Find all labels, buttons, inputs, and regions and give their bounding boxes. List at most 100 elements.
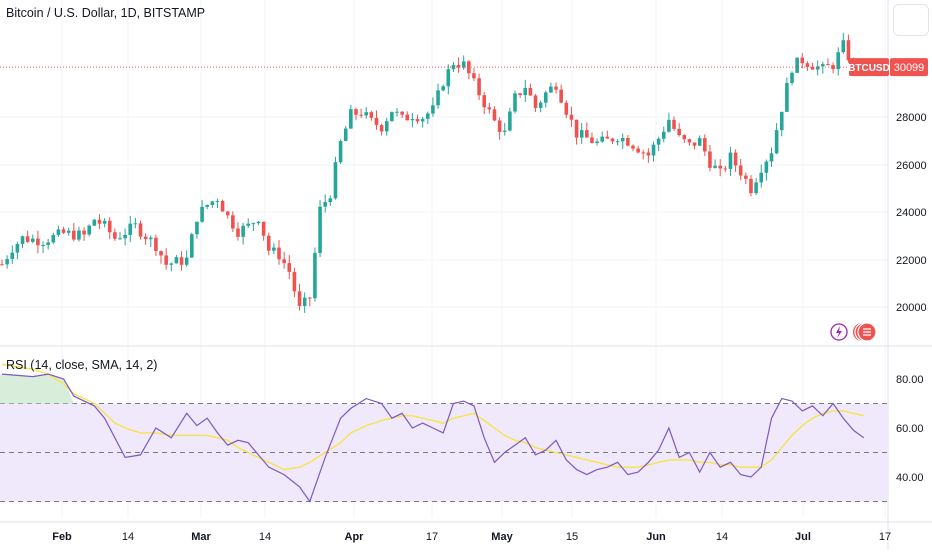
- candle-up: [523, 87, 528, 96]
- candle-up: [338, 141, 343, 163]
- candle-up: [579, 130, 584, 138]
- candle-down: [266, 235, 271, 251]
- candle-down: [61, 229, 66, 233]
- candle-down: [308, 297, 312, 299]
- price-tick-label: 28000: [896, 112, 927, 124]
- price-tick-label: 26000: [896, 160, 927, 172]
- candle-down: [0, 264, 4, 266]
- candle-up: [148, 237, 153, 240]
- candle-down: [703, 138, 707, 152]
- candle-down: [297, 291, 302, 306]
- candle-up: [349, 109, 353, 129]
- last-price-label-bg: [890, 58, 928, 77]
- time-tick-label: Mar: [191, 531, 211, 543]
- candle-down: [569, 114, 574, 120]
- rsi-line: [1, 373, 865, 503]
- candle-up: [661, 131, 666, 139]
- candle-down: [800, 57, 805, 64]
- candle-up: [620, 137, 625, 142]
- candle-up: [190, 234, 194, 258]
- candle-down: [82, 230, 86, 235]
- candle-down: [631, 145, 635, 149]
- candle-up: [195, 221, 199, 235]
- price-tick-label: 24000: [896, 207, 927, 219]
- candle-down: [610, 138, 615, 142]
- candle-down: [138, 223, 143, 237]
- candle-up: [502, 130, 507, 132]
- candle-down: [107, 220, 112, 233]
- candle-up: [446, 69, 451, 87]
- candle-up: [5, 258, 9, 265]
- chart-title: Bitcoin / U.S. Dollar, 1D, BITSTAMP: [6, 6, 206, 20]
- candle-up: [102, 220, 107, 224]
- candle-down: [646, 152, 651, 156]
- candle-down: [225, 211, 230, 216]
- candle-up: [92, 219, 97, 226]
- candle-up: [513, 93, 517, 112]
- candle-down: [846, 40, 851, 61]
- candle-down: [585, 130, 589, 138]
- candle-down: [605, 136, 610, 139]
- candle-down: [749, 178, 753, 194]
- rsi-indicator-title: RSI (14, close, SMA, 14, 2): [6, 358, 158, 372]
- candle-up: [323, 201, 327, 207]
- candle-down: [482, 95, 487, 108]
- candle-down: [400, 111, 404, 115]
- rsi-overbought-fill: [0, 374, 74, 404]
- candle-up: [272, 247, 276, 251]
- candle-up: [600, 136, 605, 142]
- candle-down: [626, 137, 630, 146]
- candle-down: [559, 89, 563, 103]
- candle-up: [815, 66, 820, 70]
- candle-up: [256, 221, 261, 224]
- candle-up: [66, 230, 71, 233]
- candle-down: [477, 78, 481, 96]
- candle-up: [30, 238, 35, 242]
- candle-down: [287, 263, 292, 272]
- earnings-icon-lines: [863, 328, 871, 336]
- candle-down: [636, 148, 640, 153]
- candle-up: [508, 111, 512, 131]
- rsi-tick-label: 80.00: [896, 374, 924, 386]
- candle-down: [113, 232, 117, 239]
- candle-up: [410, 119, 415, 121]
- candle-down: [369, 112, 374, 118]
- candle-up: [128, 223, 133, 235]
- candle-up: [436, 90, 440, 106]
- candle-down: [179, 257, 184, 265]
- candle-down: [831, 65, 835, 70]
- candle-up: [713, 165, 717, 168]
- candle-up: [251, 223, 256, 225]
- candle-down: [359, 114, 363, 116]
- candle-up: [328, 198, 333, 202]
- candle-up: [431, 105, 435, 114]
- candle-up: [56, 229, 61, 235]
- candle-up: [10, 252, 15, 259]
- candle-down: [677, 128, 681, 136]
- candle-down: [723, 168, 728, 170]
- candle-down: [518, 93, 522, 96]
- candle-up: [441, 86, 445, 91]
- chart-settings-box[interactable]: [893, 4, 929, 36]
- time-tick-label: 14: [259, 531, 271, 543]
- time-tick-label: 15: [566, 531, 578, 543]
- candle-up: [384, 121, 389, 132]
- candle-up: [821, 64, 825, 67]
- candle-up: [543, 92, 548, 103]
- candle-down: [415, 119, 420, 122]
- time-tick-label: Jun: [646, 531, 666, 543]
- candle-up: [215, 200, 220, 202]
- candle-down: [354, 109, 358, 115]
- candle-up: [364, 112, 369, 116]
- candle-up: [420, 118, 425, 122]
- candle-up: [774, 130, 779, 154]
- candle-down: [220, 200, 225, 212]
- candle-down: [528, 87, 533, 96]
- candle-down: [692, 142, 697, 146]
- candle-up: [697, 138, 702, 146]
- time-tick-label: May: [491, 531, 513, 543]
- candle-down: [97, 219, 102, 224]
- candle-up: [425, 113, 430, 119]
